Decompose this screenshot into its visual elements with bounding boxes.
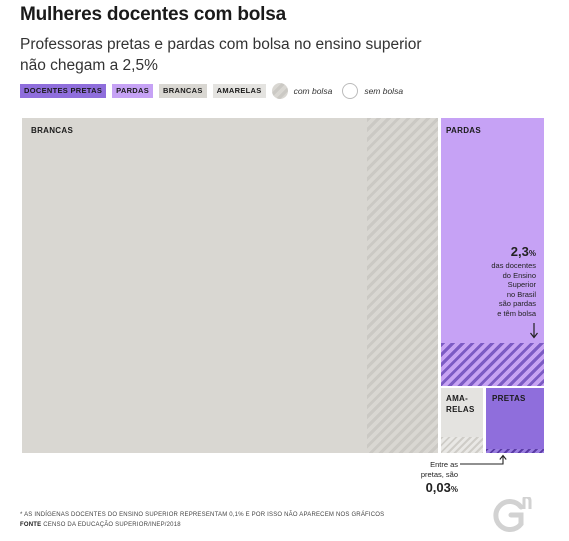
- annotation-pretas-line: Entre as: [430, 460, 458, 469]
- annotation-pretas-unit: %: [450, 485, 458, 495]
- annotation-pardas-line: Superior: [507, 280, 536, 290]
- annotation-pretas: Entre as pretas, são 0,03%: [402, 460, 458, 497]
- block-pretas: PRETAS: [486, 388, 544, 453]
- annotation-pardas: 2,3% das docentes do Ensino Superior no …: [470, 243, 536, 319]
- block-label-pretas: PRETAS: [492, 394, 526, 403]
- legend-sem-bolsa: sem bolsa: [364, 86, 404, 96]
- annotation-pardas-line: e têm bolsa: [497, 308, 536, 318]
- block-pardas-com-bolsa: [441, 343, 544, 386]
- source-label: FONTE: [20, 522, 42, 528]
- empty-circle-icon: [342, 83, 359, 99]
- annotation-pardas-line: das docentes: [491, 261, 536, 270]
- annotation-pardas-line: no Brasil: [506, 289, 536, 299]
- publisher-logo-icon: [493, 497, 532, 532]
- legend-item-pretas: DOCENTES PRETAS: [20, 84, 107, 98]
- hatch-swatch-icon: [271, 83, 288, 99]
- legend: DOCENTES PRETAS PARDAS BRANCAS AMARELAS …: [20, 81, 407, 101]
- annotation-pretas-value: 0,03: [425, 480, 451, 496]
- block-pardas: PARDAS: [441, 118, 544, 386]
- legend-item-brancas: BRANCAS: [159, 84, 207, 98]
- footnote: * AS INDÍGENAS DOCENTES DO ENSINO SUPERI…: [20, 512, 385, 518]
- arrow-down-icon: [530, 323, 538, 339]
- block-brancas: BRANCAS: [22, 118, 438, 453]
- block-label-pardas: PARDAS: [446, 126, 481, 135]
- chart-title: Mulheres docentes com bolsa: [20, 4, 286, 25]
- source-text: CENSO DA EDUCAÇÃO SUPERIOR/INEP/2018: [43, 522, 181, 528]
- legend-item-pardas: PARDAS: [112, 84, 154, 98]
- chart-subtitle: Professoras pretas e pardas com bolsa no…: [20, 36, 422, 74]
- annotation-pardas-line: do Ensino: [502, 270, 536, 280]
- block-pretas-com-bolsa: [486, 449, 544, 453]
- annotation-pretas-line: pretas, são: [420, 469, 458, 479]
- arrow-up-icon: [460, 454, 507, 465]
- block-amarelas: AMA- RELAS: [441, 388, 483, 453]
- block-label-amarelas: AMA- RELAS: [446, 394, 475, 414]
- block-brancas-com-bolsa: [367, 118, 438, 453]
- legend-com-bolsa: com bolsa: [293, 86, 333, 96]
- annotation-pardas-unit: %: [528, 249, 536, 258]
- legend-item-amarelas: AMARELAS: [212, 84, 266, 98]
- source-line: FONTE CENSO DA EDUCAÇÃO SUPERIOR/INEP/20…: [20, 522, 181, 528]
- annotation-pardas-value: 2,3: [510, 244, 529, 259]
- block-label-brancas: BRANCAS: [31, 126, 74, 135]
- annotation-pardas-line: são pardas: [498, 299, 536, 309]
- block-amarelas-com-bolsa: [441, 437, 483, 453]
